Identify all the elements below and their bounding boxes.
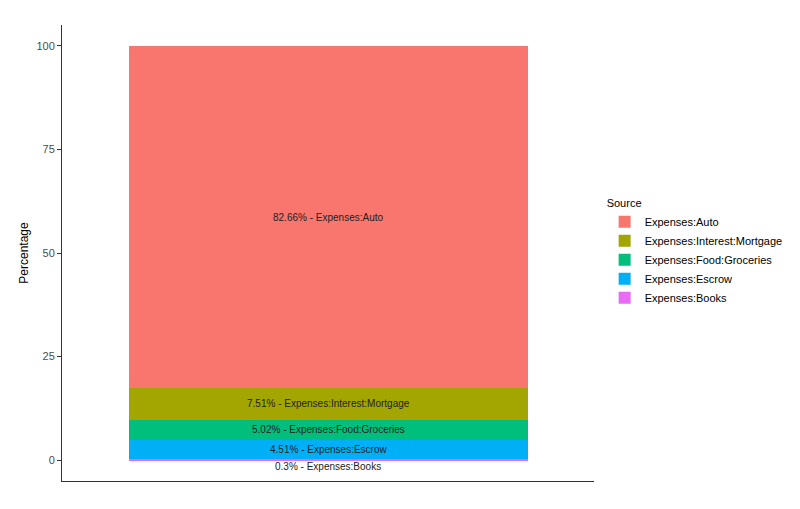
svg-text:82.66% - Expenses:Auto: 82.66% - Expenses:Auto: [273, 212, 384, 223]
svg-text:0: 0: [49, 454, 55, 466]
svg-text:5.02% - Expenses:Food:Grocerie: 5.02% - Expenses:Food:Groceries: [252, 424, 405, 435]
svg-text:Expenses:Books: Expenses:Books: [645, 292, 727, 304]
svg-text:75: 75: [43, 143, 55, 155]
svg-text:7.51% - Expenses:Interest:Mort: 7.51% - Expenses:Interest:Mortgage: [247, 398, 410, 409]
svg-text:50: 50: [43, 247, 55, 259]
svg-text:0.3% - Expenses:Books: 0.3% - Expenses:Books: [275, 461, 381, 472]
svg-text:Source: Source: [607, 197, 642, 209]
svg-text:4.51% - Expenses:Escrow: 4.51% - Expenses:Escrow: [270, 444, 387, 455]
svg-text:Expenses:Interest:Mortgage: Expenses:Interest:Mortgage: [645, 235, 783, 247]
svg-text:Expenses:Food:Groceries: Expenses:Food:Groceries: [645, 254, 773, 266]
svg-text:Expenses:Auto: Expenses:Auto: [645, 216, 719, 228]
svg-text:25: 25: [43, 350, 55, 362]
svg-text:Percentage: Percentage: [17, 222, 31, 284]
svg-text:100: 100: [36, 40, 54, 52]
svg-text:Expenses:Escrow: Expenses:Escrow: [645, 273, 732, 285]
